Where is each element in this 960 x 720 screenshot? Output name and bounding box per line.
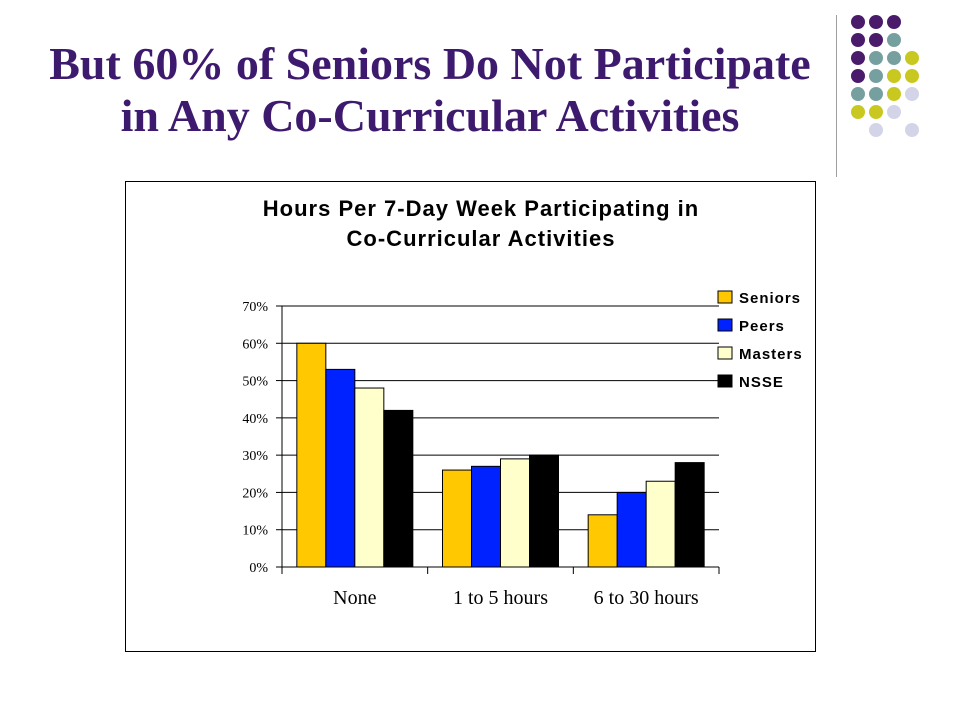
chart-title-line-2: Co-Curricular Activities [347, 226, 616, 251]
decorative-dot [887, 69, 901, 83]
bar-nsse [529, 454, 559, 568]
decorative-dot [905, 51, 919, 65]
bar-masters [500, 458, 530, 568]
legend-swatch [717, 346, 733, 360]
bar-peers [471, 465, 501, 568]
x-tick-label: 1 to 5 hours [453, 587, 548, 609]
chart-frame: Hours Per 7-Day Week Participating in Co… [125, 181, 816, 652]
decorative-dot [869, 105, 883, 119]
bar-seniors [296, 342, 327, 568]
decorative-dot [869, 51, 883, 65]
decorative-dot [851, 51, 865, 65]
y-tick-label: 70% [242, 300, 268, 315]
legend-label: Masters [739, 346, 803, 363]
decorative-dot [851, 87, 865, 101]
y-tick-label: 30% [242, 449, 268, 464]
legend-label: NSSE [739, 374, 784, 391]
decorative-dot [905, 69, 919, 83]
x-tick-label: None [333, 587, 376, 609]
chart-title-line-1: Hours Per 7-Day Week Participating in [263, 196, 699, 221]
decorative-dot [869, 69, 883, 83]
bar-peers [616, 491, 647, 568]
axes [281, 306, 720, 574]
legend-swatch [717, 290, 733, 304]
decorative-dot [851, 105, 865, 119]
decorative-dot [869, 123, 883, 137]
decorative-dot [851, 15, 865, 29]
decorative-dot [869, 33, 883, 47]
decorative-dot [905, 123, 919, 137]
y-tick-label: 60% [242, 337, 268, 352]
decorative-dot [905, 87, 919, 101]
x-tick-label: 6 to 30 hours [594, 587, 699, 609]
decorative-dot [887, 105, 901, 119]
y-axis-ticks: 0% 10% 20% 30% 40% 50% 60% 70% [242, 300, 282, 576]
y-tick-label: 20% [242, 486, 268, 501]
bar-chart: Hours Per 7-Day Week Participating in Co… [242, 196, 803, 609]
y-tick-label: 40% [242, 412, 268, 427]
y-tick-label: 0% [249, 561, 268, 576]
decorative-dot [887, 87, 901, 101]
bar-seniors [442, 469, 472, 568]
slide-title: But 60% of Seniors Do Not Participate in… [30, 38, 830, 142]
bar-nsse [383, 409, 414, 568]
legend-label: Seniors [739, 290, 801, 307]
slide-title-line-1: But 60% of Seniors Do Not Participate [49, 38, 811, 89]
bar-masters [645, 480, 676, 568]
x-axis-labels: None 1 to 5 hours 6 to 30 hours [333, 587, 699, 609]
legend: Seniors Peers Masters NSSE [717, 290, 803, 391]
bar-masters [354, 387, 385, 568]
bar-nsse [674, 462, 705, 568]
legend-label: Peers [739, 318, 785, 335]
y-tick-label: 50% [242, 375, 268, 390]
y-tick-label: 10% [242, 524, 268, 539]
decorative-dot [887, 15, 901, 29]
legend-swatch [717, 374, 733, 388]
decorative-dot [851, 69, 865, 83]
bar-peers [325, 368, 356, 568]
bar-seniors [587, 514, 618, 568]
decorative-dot [851, 33, 865, 47]
decorative-dot [887, 33, 901, 47]
decorative-dot [887, 51, 901, 65]
decorative-divider [836, 15, 837, 177]
decorative-dot [869, 87, 883, 101]
legend-swatch [717, 318, 733, 332]
slide-title-line-2: in Any Co-Curricular Activities [120, 90, 740, 141]
decorative-dot [869, 15, 883, 29]
